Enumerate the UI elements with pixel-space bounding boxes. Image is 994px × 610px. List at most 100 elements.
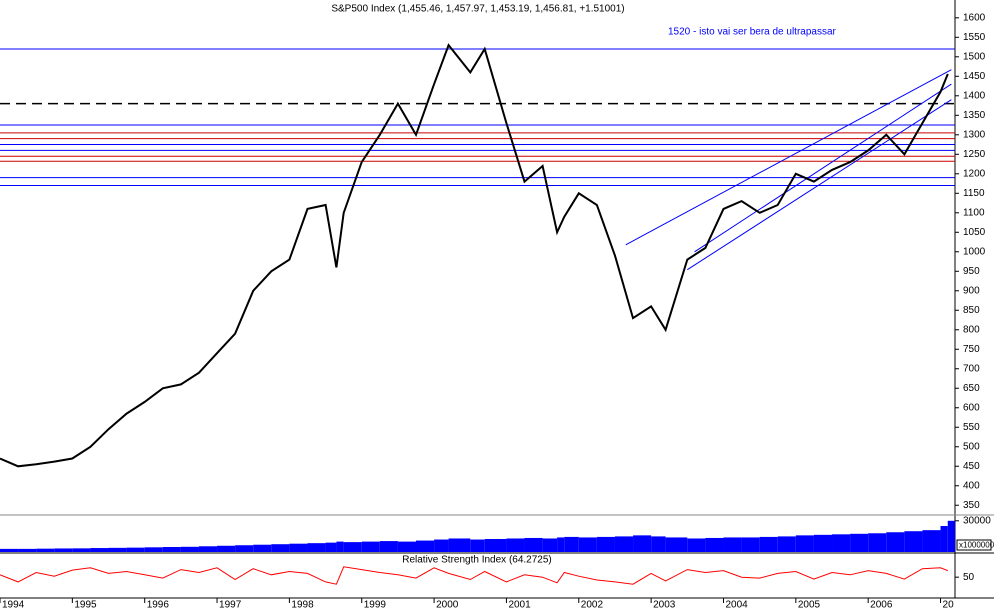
volume-bar bbox=[126, 547, 145, 552]
volume-bar bbox=[307, 543, 326, 552]
y-tick-label: 350 bbox=[963, 500, 980, 511]
x-tick-label: 1997 bbox=[219, 600, 242, 610]
volume-bar bbox=[162, 547, 181, 552]
x-tick-label: 2002 bbox=[581, 600, 604, 610]
x-tick-label: 1994 bbox=[2, 600, 25, 610]
trend-line bbox=[687, 99, 952, 271]
y-tick-label: 1350 bbox=[963, 110, 986, 121]
volume-unit: x10000000 bbox=[959, 541, 994, 550]
volume-bar bbox=[578, 537, 597, 552]
volume-bar bbox=[665, 537, 688, 552]
x-tick-label: 1999 bbox=[364, 600, 387, 610]
y-tick-label: 750 bbox=[963, 344, 980, 355]
volume-bar bbox=[557, 537, 565, 552]
y-tick-label: 950 bbox=[963, 266, 980, 277]
x-tick-label: 2003 bbox=[653, 600, 676, 610]
volume-bar bbox=[868, 533, 887, 552]
volume-bar bbox=[0, 548, 19, 552]
y-tick-label: 1300 bbox=[963, 129, 986, 140]
volume-bar bbox=[506, 538, 525, 552]
volume-bar bbox=[741, 537, 760, 552]
y-tick-label: 1600 bbox=[963, 12, 986, 23]
y-tick-label: 1250 bbox=[963, 149, 986, 160]
chart-title: S&P500 Index (1,455.46, 1,457.97, 1,453.… bbox=[331, 4, 624, 15]
volume-bar bbox=[416, 540, 435, 552]
volume-bar bbox=[614, 536, 634, 552]
volume-bar bbox=[832, 534, 851, 552]
y-tick-label: 1050 bbox=[963, 227, 986, 238]
y-tick-label: 850 bbox=[963, 305, 980, 316]
volume-bar bbox=[289, 543, 308, 552]
volume-bar bbox=[904, 531, 923, 552]
volume-bar bbox=[18, 548, 37, 552]
volume-bar bbox=[397, 541, 417, 552]
y-tick-label: 1200 bbox=[963, 168, 986, 179]
y-tick-label: 550 bbox=[963, 422, 980, 433]
volume-bar bbox=[813, 534, 833, 552]
volume-bar bbox=[633, 535, 652, 552]
volume-bar bbox=[361, 541, 380, 552]
y-tick-label: 400 bbox=[963, 480, 980, 491]
volume-bar bbox=[235, 545, 254, 552]
volume-bar bbox=[54, 548, 73, 552]
volume-bar bbox=[596, 536, 615, 552]
trend-line bbox=[694, 83, 952, 253]
y-tick-label: 1400 bbox=[963, 90, 986, 101]
volume-bar bbox=[777, 536, 796, 552]
y-tick-label: 600 bbox=[963, 402, 980, 413]
rsi-title: Relative Strength Index (64.2725) bbox=[402, 555, 552, 566]
volume-bar bbox=[271, 544, 290, 552]
volume-bar bbox=[850, 533, 869, 552]
volume-bar bbox=[922, 530, 941, 552]
volume-bar bbox=[484, 539, 507, 552]
volume-bar bbox=[940, 526, 948, 552]
y-tick-label: 1550 bbox=[963, 32, 986, 43]
y-tick-label: 1500 bbox=[963, 51, 986, 62]
y-tick-label: 1100 bbox=[963, 207, 985, 218]
x-tick-label: 2005 bbox=[798, 600, 821, 610]
y-tick-label: 30000 bbox=[963, 515, 991, 526]
volume-bar bbox=[705, 537, 724, 552]
volume-bar bbox=[343, 542, 362, 552]
x-tick-label: 2004 bbox=[725, 600, 748, 610]
y-tick-label: 450 bbox=[963, 461, 980, 472]
volume-bar bbox=[336, 541, 344, 552]
volume-bar bbox=[687, 538, 706, 552]
volume-bar bbox=[651, 536, 666, 552]
trend-line bbox=[625, 69, 952, 246]
volume-bar bbox=[36, 548, 55, 552]
volume-bar bbox=[325, 542, 337, 552]
x-tick-label: 1995 bbox=[74, 600, 97, 610]
volume-bar bbox=[108, 547, 127, 552]
volume-bar bbox=[723, 537, 742, 552]
x-tick-label: 1998 bbox=[291, 600, 314, 610]
x-tick-label: 1996 bbox=[147, 600, 170, 610]
y-tick-label: 1000 bbox=[963, 246, 986, 257]
y-tick-label: 50 bbox=[963, 572, 975, 583]
y-tick-label: 1450 bbox=[963, 71, 986, 82]
volume-bar bbox=[795, 535, 814, 552]
volume-bar bbox=[144, 547, 163, 552]
y-tick-label: 700 bbox=[963, 363, 980, 374]
y-tick-label: 500 bbox=[963, 441, 980, 452]
y-tick-label: 1150 bbox=[963, 188, 985, 199]
volume-bar bbox=[72, 548, 91, 552]
volume-bar bbox=[90, 548, 109, 552]
data-line bbox=[0, 566, 948, 585]
volume-bar bbox=[448, 538, 471, 552]
volume-bar bbox=[886, 532, 905, 552]
volume-unit-box bbox=[956, 539, 992, 551]
x-tick-label: 2001 bbox=[508, 600, 531, 610]
volume-bar bbox=[542, 538, 558, 552]
y-tick-label: 900 bbox=[963, 285, 980, 296]
volume-bar bbox=[434, 539, 449, 552]
volume-bar bbox=[947, 520, 955, 552]
x-tick-label: 20 bbox=[943, 600, 955, 610]
volume-bar bbox=[524, 537, 543, 552]
volume-bar bbox=[470, 539, 485, 552]
data-line bbox=[0, 43, 949, 468]
x-tick-label: 2006 bbox=[870, 600, 893, 610]
volume-bar bbox=[564, 536, 579, 552]
